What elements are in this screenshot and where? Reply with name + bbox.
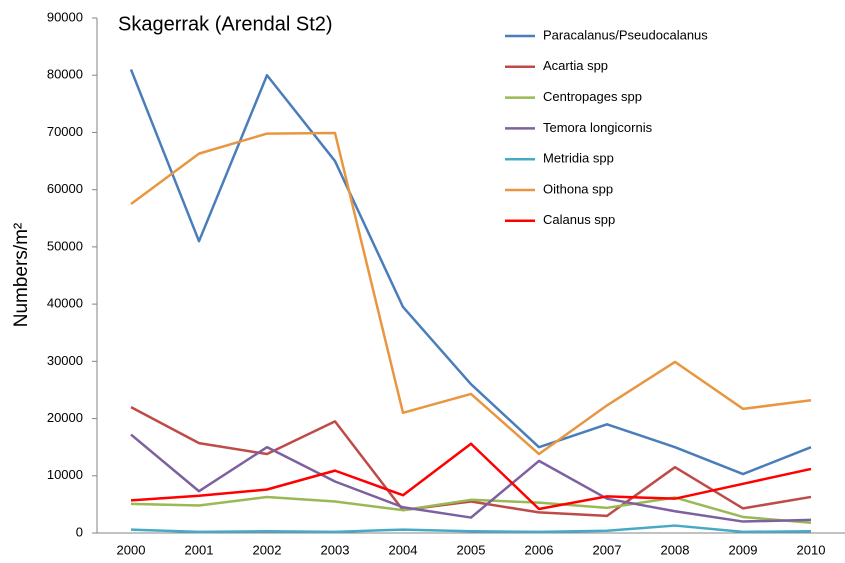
legend-label: Centropages spp	[543, 89, 642, 104]
legend-label: Calanus spp	[543, 212, 615, 227]
legend-label: Metridia spp	[543, 151, 614, 166]
y-tick-label: 40000	[47, 296, 83, 311]
y-tick-label: 90000	[47, 9, 83, 24]
series-line	[129, 69, 812, 476]
y-tick-label: 60000	[47, 181, 83, 196]
legend-label: Oithona spp	[543, 181, 613, 196]
series-line	[130, 495, 812, 524]
y-tick-label: 30000	[47, 353, 83, 368]
series-line	[130, 406, 812, 518]
series-line	[130, 442, 812, 511]
legend-label: Temora longicornis	[543, 120, 653, 135]
x-tick-label: 2005	[457, 542, 486, 557]
chart-title: Skagerrak (Arendal St2)	[118, 13, 333, 35]
x-tick-label: 2004	[389, 542, 418, 557]
x-tick-label: 2001	[185, 542, 214, 557]
x-tick-label: 2008	[661, 542, 690, 557]
series-line	[130, 433, 812, 523]
legend-label: Paracalanus/Pseudocalanus	[543, 27, 708, 42]
x-tick-label: 2000	[117, 542, 146, 557]
y-tick-label: 70000	[47, 124, 83, 139]
series-line	[130, 524, 812, 534]
legend-label: Acartia spp	[543, 58, 608, 73]
y-tick-label: 20000	[47, 410, 83, 425]
x-tick-label: 2010	[797, 542, 826, 557]
y-axis-label: Numbers/m²	[11, 223, 32, 328]
y-tick-label: 0	[76, 524, 83, 539]
x-tick-label: 2003	[321, 542, 350, 557]
y-tick-label: 80000	[47, 67, 83, 82]
x-tick-label: 2006	[525, 542, 554, 557]
series-line	[130, 131, 812, 456]
x-tick-label: 2009	[729, 542, 758, 557]
y-tick-label: 10000	[47, 467, 83, 482]
x-tick-label: 2002	[253, 542, 282, 557]
x-tick-label: 2007	[593, 542, 622, 557]
y-tick-label: 50000	[47, 238, 83, 253]
